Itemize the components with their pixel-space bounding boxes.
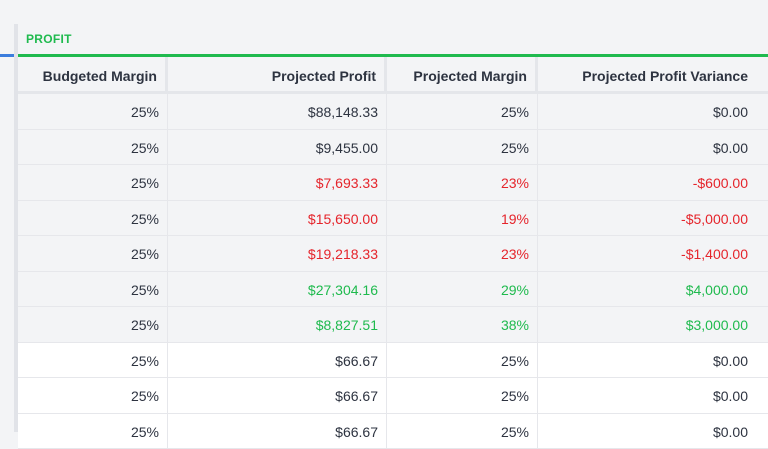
cell-variance[interactable]: $0.00: [538, 343, 768, 378]
profit-table: Budgeted Margin Projected Profit Project…: [18, 57, 768, 449]
cell-budgeted-margin[interactable]: 25%: [18, 201, 168, 236]
previous-group-indicator: [0, 54, 14, 57]
cell-projected-profit[interactable]: $66.67: [168, 414, 387, 449]
cell-projected-profit[interactable]: $8,827.51: [168, 307, 387, 342]
cell-budgeted-margin[interactable]: 25%: [18, 414, 168, 449]
profit-group-label: PROFIT: [26, 32, 72, 46]
cell-budgeted-margin[interactable]: 25%: [18, 378, 168, 413]
cell-budgeted-margin[interactable]: 25%: [18, 272, 168, 307]
cell-projected-profit[interactable]: $19,218.33: [168, 236, 387, 271]
cell-projected-profit[interactable]: $9,455.00: [168, 130, 387, 165]
column-header-row: Budgeted Margin Projected Profit Project…: [18, 57, 768, 94]
column-header-projected-profit-variance[interactable]: Projected Profit Variance: [538, 57, 768, 91]
cell-projected-profit[interactable]: $66.67: [168, 343, 387, 378]
cell-projected-margin[interactable]: 23%: [387, 165, 538, 200]
cell-variance[interactable]: -$5,000.00: [538, 201, 768, 236]
cell-variance[interactable]: $0.00: [538, 130, 768, 165]
cell-projected-margin[interactable]: 38%: [387, 307, 538, 342]
cell-budgeted-margin[interactable]: 25%: [18, 343, 168, 378]
cell-variance[interactable]: $0.00: [538, 94, 768, 129]
column-header-projected-profit[interactable]: Projected Profit: [168, 57, 387, 91]
cell-projected-profit[interactable]: $27,304.16: [168, 272, 387, 307]
cell-budgeted-margin[interactable]: 25%: [18, 94, 168, 129]
column-group-header: PROFIT: [0, 0, 768, 57]
cell-variance[interactable]: -$1,400.00: [538, 236, 768, 271]
cell-budgeted-margin[interactable]: 25%: [18, 165, 168, 200]
cell-variance[interactable]: $0.00: [538, 414, 768, 449]
cell-projected-margin[interactable]: 29%: [387, 272, 538, 307]
cell-variance[interactable]: $4,000.00: [538, 272, 768, 307]
cell-budgeted-margin[interactable]: 25%: [18, 130, 168, 165]
cell-projected-profit[interactable]: $88,148.33: [168, 94, 387, 129]
cell-projected-margin[interactable]: 25%: [387, 414, 538, 449]
column-header-projected-margin[interactable]: Projected Margin: [387, 57, 538, 91]
cell-budgeted-margin[interactable]: 25%: [18, 307, 168, 342]
cell-projected-margin[interactable]: 19%: [387, 201, 538, 236]
cell-projected-margin[interactable]: 25%: [387, 378, 538, 413]
column-header-budgeted-margin[interactable]: Budgeted Margin: [18, 57, 168, 91]
cell-variance[interactable]: $3,000.00: [538, 307, 768, 342]
cell-projected-profit[interactable]: $7,693.33: [168, 165, 387, 200]
cell-projected-margin[interactable]: 25%: [387, 94, 538, 129]
cell-projected-margin[interactable]: 25%: [387, 343, 538, 378]
cell-projected-profit[interactable]: $66.67: [168, 378, 387, 413]
cell-variance[interactable]: -$600.00: [538, 165, 768, 200]
cell-variance[interactable]: $0.00: [538, 378, 768, 413]
cell-projected-margin[interactable]: 25%: [387, 130, 538, 165]
cell-projected-profit[interactable]: $15,650.00: [168, 201, 387, 236]
cell-budgeted-margin[interactable]: 25%: [18, 236, 168, 271]
cell-projected-margin[interactable]: 23%: [387, 236, 538, 271]
